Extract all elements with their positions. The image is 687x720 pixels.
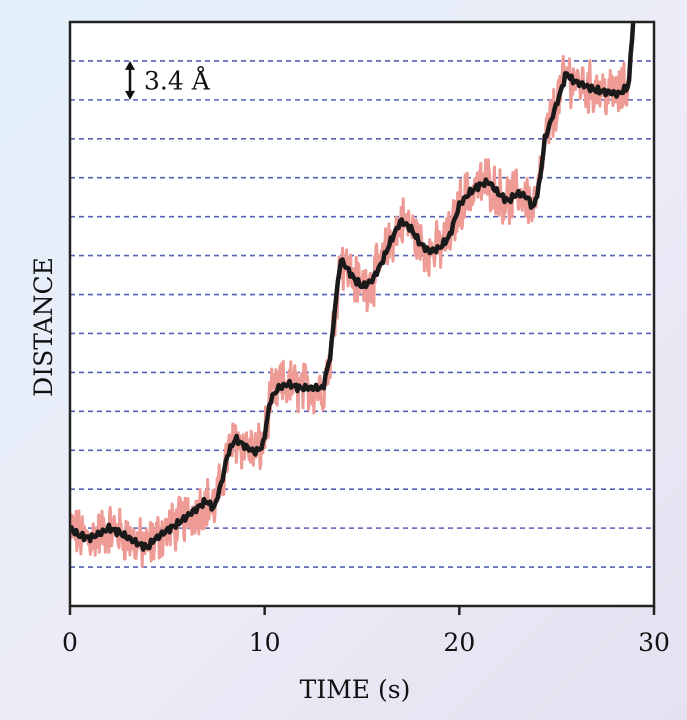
arrowhead-up-icon: [125, 60, 135, 70]
data-area: [70, 22, 636, 569]
x-tick-label: 0: [62, 628, 78, 657]
x-axis: 0 10 20 30: [62, 606, 670, 657]
x-tick-label: 30: [638, 628, 670, 657]
x-tick-label: 10: [249, 628, 281, 657]
x-axis-title: TIME (s): [300, 675, 411, 704]
gridlines: [70, 60, 654, 568]
step-size-label: 3.4 Å: [144, 65, 211, 95]
series-filtered-trace: [70, 22, 636, 552]
plot-frame: [68, 20, 656, 608]
arrowhead-down-icon: [125, 90, 135, 100]
step-size-annotation: 3.4 Å: [125, 60, 211, 100]
y-axis-title: DISTANCE: [29, 257, 58, 397]
x-tick-label: 20: [443, 628, 475, 657]
